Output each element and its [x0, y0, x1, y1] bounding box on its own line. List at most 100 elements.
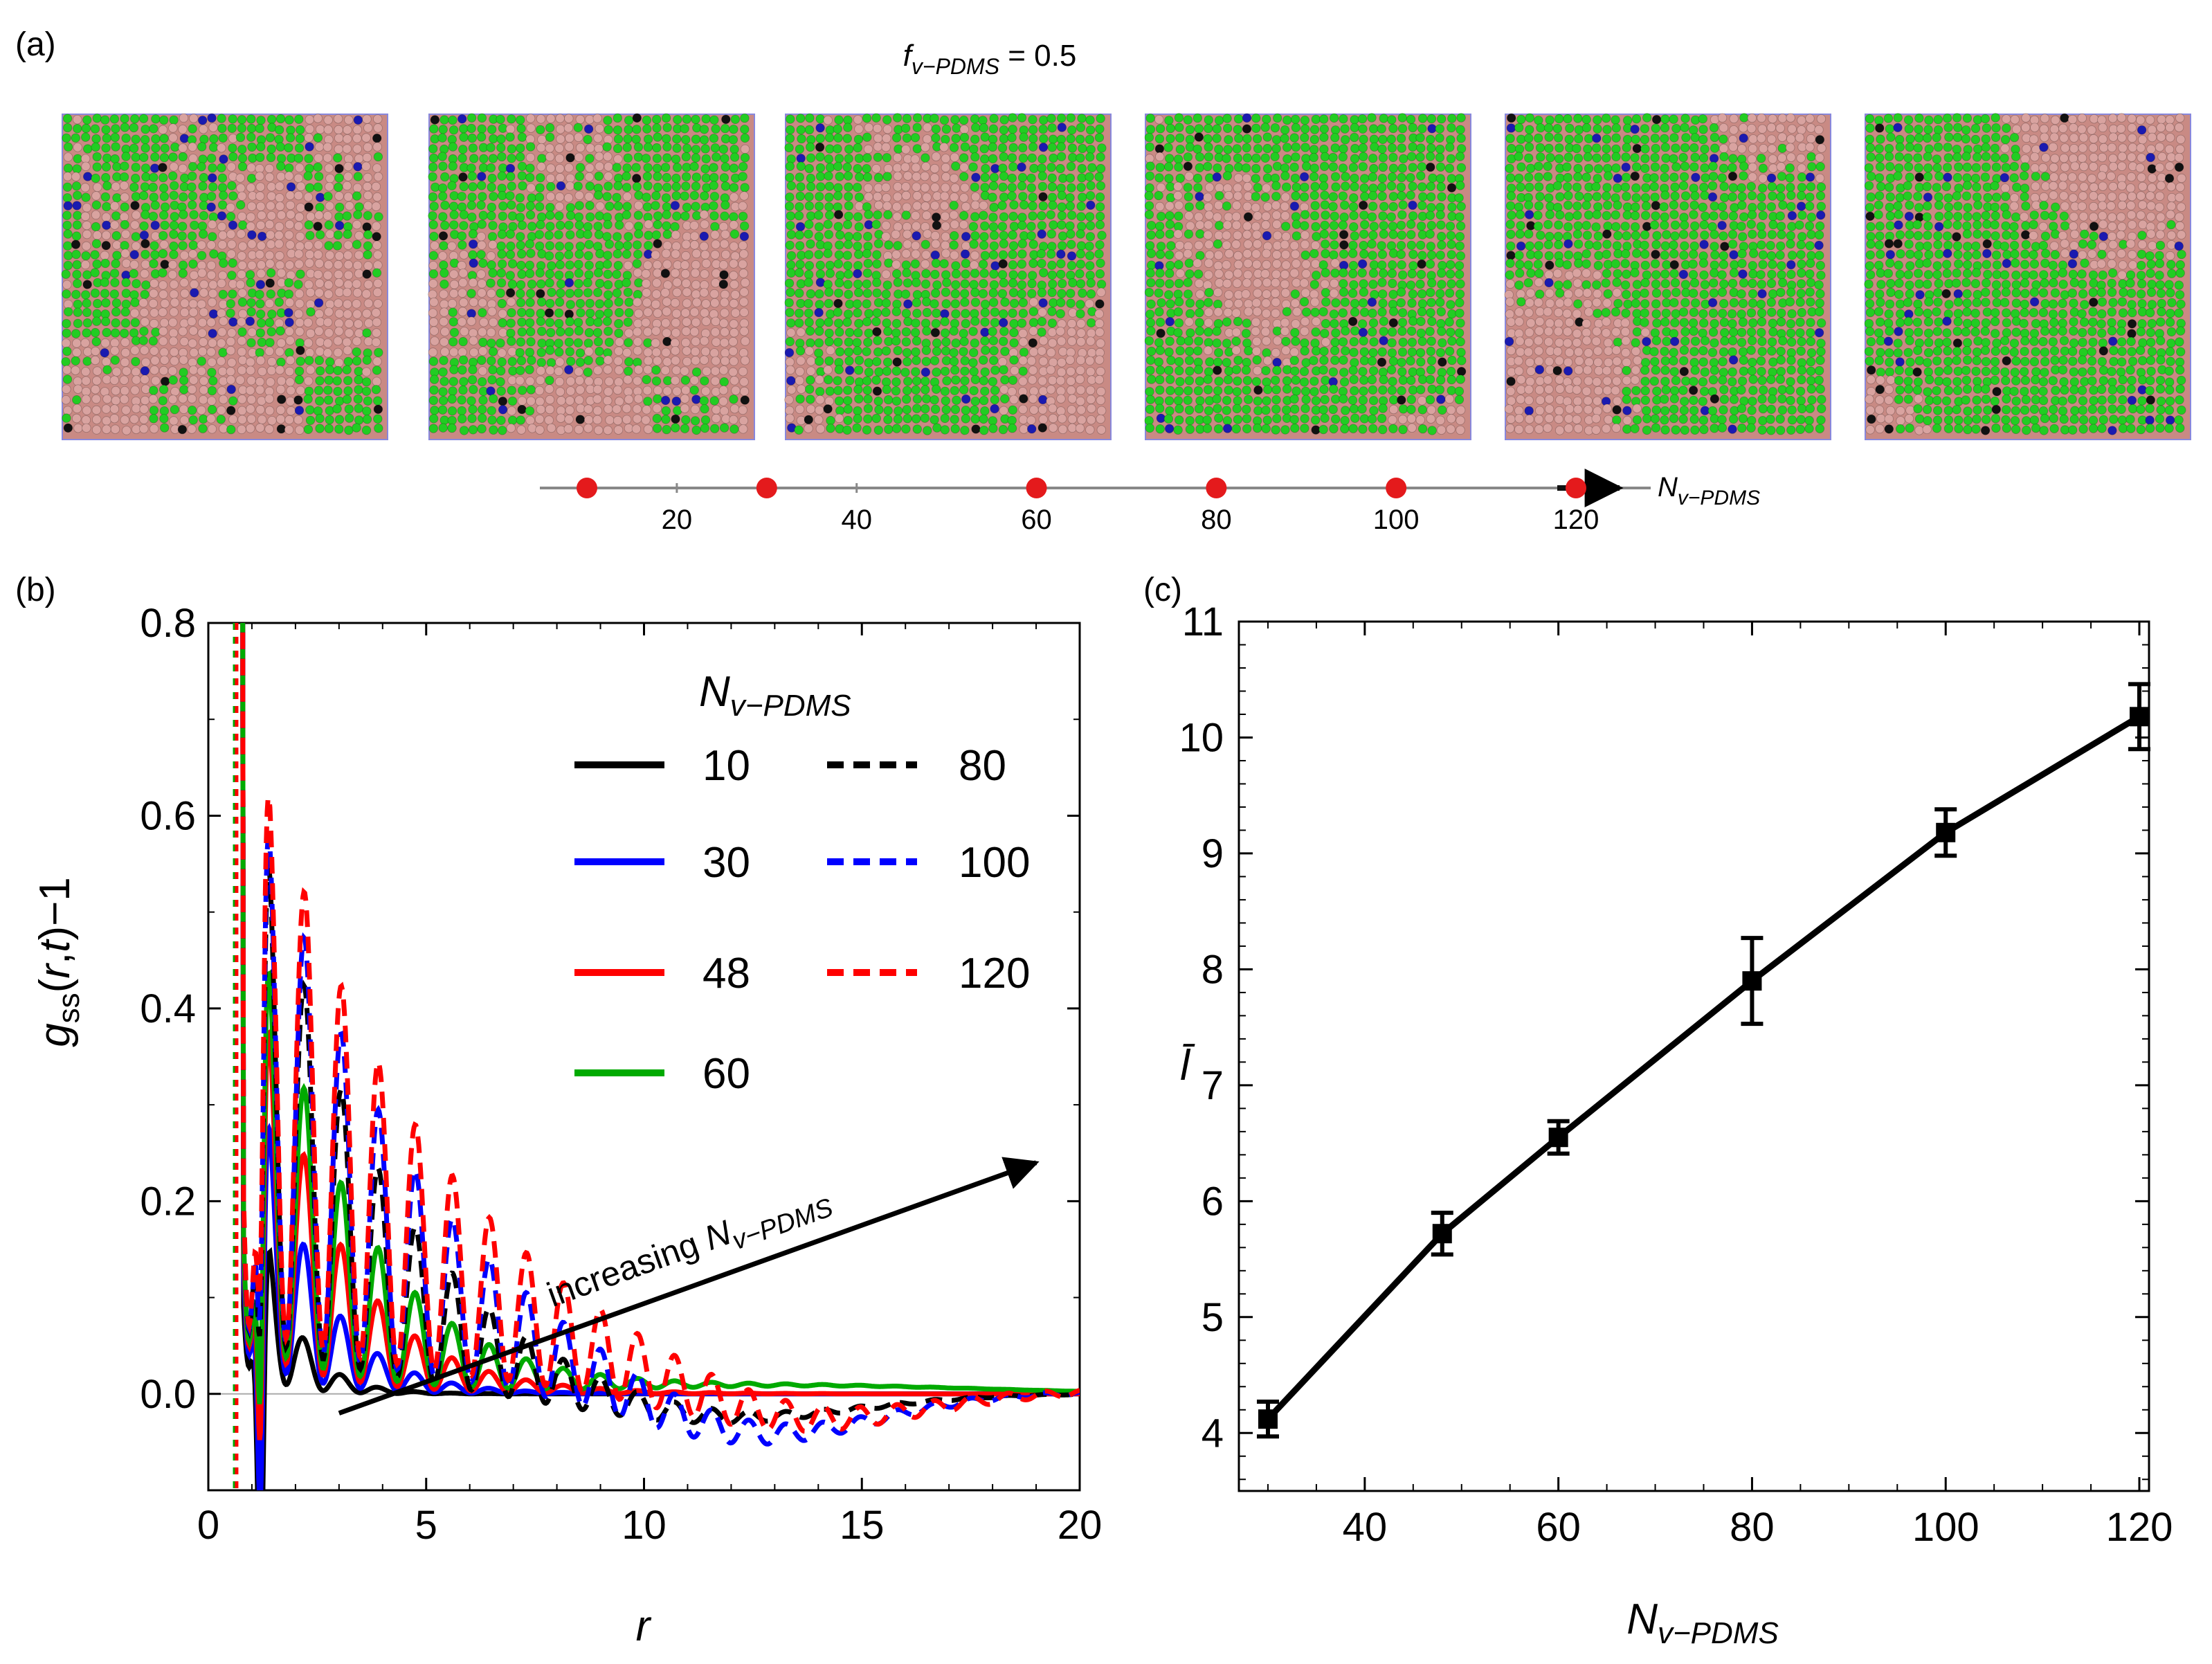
bead: [1311, 346, 1321, 356]
bead: [313, 250, 323, 260]
bead: [325, 201, 335, 211]
bead: [1290, 249, 1300, 260]
bead: [1612, 278, 1622, 287]
bead: [477, 132, 487, 142]
bead: [189, 210, 199, 219]
bead: [1797, 232, 1807, 242]
bead: [1272, 365, 1282, 375]
bead: [872, 327, 882, 337]
bead: [1085, 134, 1095, 145]
bead: [276, 172, 286, 181]
bead: [1329, 384, 1339, 394]
bead: [306, 328, 316, 338]
bead: [940, 413, 950, 424]
bead: [1262, 132, 1272, 142]
bead: [662, 229, 672, 239]
bead: [660, 288, 670, 298]
bead: [564, 114, 574, 123]
bead: [1805, 192, 1815, 202]
bead: [334, 173, 344, 183]
bead: [903, 414, 912, 424]
bead: [1786, 230, 1796, 241]
bead: [1174, 201, 1184, 210]
bead: [515, 212, 525, 222]
bead: [921, 377, 930, 386]
bead: [739, 326, 749, 336]
bead: [266, 144, 276, 154]
bead: [1086, 318, 1096, 328]
bead: [1165, 211, 1175, 221]
bead: [71, 329, 81, 338]
bead: [1358, 298, 1368, 308]
bead: [159, 192, 170, 201]
bead: [1525, 125, 1534, 135]
bead: [1156, 328, 1166, 338]
bead: [554, 230, 563, 239]
bead: [931, 212, 941, 222]
bead: [525, 114, 536, 123]
bead: [795, 114, 806, 123]
bead: [110, 424, 120, 434]
bead: [1222, 278, 1232, 289]
bead: [361, 367, 372, 377]
bead: [1028, 211, 1037, 221]
bead: [526, 327, 536, 337]
bead: [1377, 307, 1387, 317]
bead: [226, 229, 236, 239]
bead: [1417, 336, 1427, 347]
bead: [1047, 338, 1058, 348]
bead: [102, 220, 111, 230]
bead: [333, 114, 343, 124]
bead: [901, 210, 912, 220]
bead: [1455, 298, 1465, 308]
bead: [1436, 220, 1446, 230]
bead: [343, 251, 353, 260]
bead: [1055, 326, 1065, 336]
bead: [352, 260, 363, 271]
bead: [680, 424, 690, 433]
bead: [517, 171, 527, 181]
bead: [1377, 289, 1388, 299]
bead: [334, 163, 344, 174]
bead: [188, 299, 198, 309]
bead: [285, 240, 296, 250]
bead: [217, 240, 228, 250]
bead: [1796, 240, 1806, 250]
bead: [785, 192, 795, 202]
bead: [1282, 365, 1292, 374]
bead: [1632, 143, 1642, 154]
bead: [853, 414, 862, 424]
bead: [814, 307, 824, 318]
bead: [603, 365, 613, 374]
bead: [1213, 251, 1224, 260]
bead: [1728, 163, 1737, 173]
bead: [295, 318, 305, 327]
bead: [574, 172, 585, 181]
bead: [1630, 153, 1640, 163]
bead: [1173, 190, 1183, 201]
bead: [1037, 307, 1047, 317]
bead: [1425, 152, 1435, 161]
bead: [199, 210, 209, 221]
bead: [583, 278, 592, 288]
bead: [457, 406, 467, 416]
bead: [564, 242, 574, 251]
bead: [1154, 114, 1164, 125]
bead: [1756, 270, 1766, 280]
bead: [1242, 357, 1251, 368]
bead: [999, 365, 1008, 374]
bead: [921, 269, 931, 279]
bead: [459, 210, 469, 219]
bead: [710, 366, 720, 376]
bead: [1505, 134, 1515, 143]
bead: [852, 299, 862, 309]
bead: [862, 231, 873, 242]
bead: [1447, 309, 1457, 319]
bead: [1720, 242, 1730, 251]
bead: [1407, 337, 1417, 347]
bead: [970, 123, 981, 133]
bead: [999, 394, 1010, 404]
bead: [316, 230, 325, 239]
bead: [354, 250, 364, 260]
